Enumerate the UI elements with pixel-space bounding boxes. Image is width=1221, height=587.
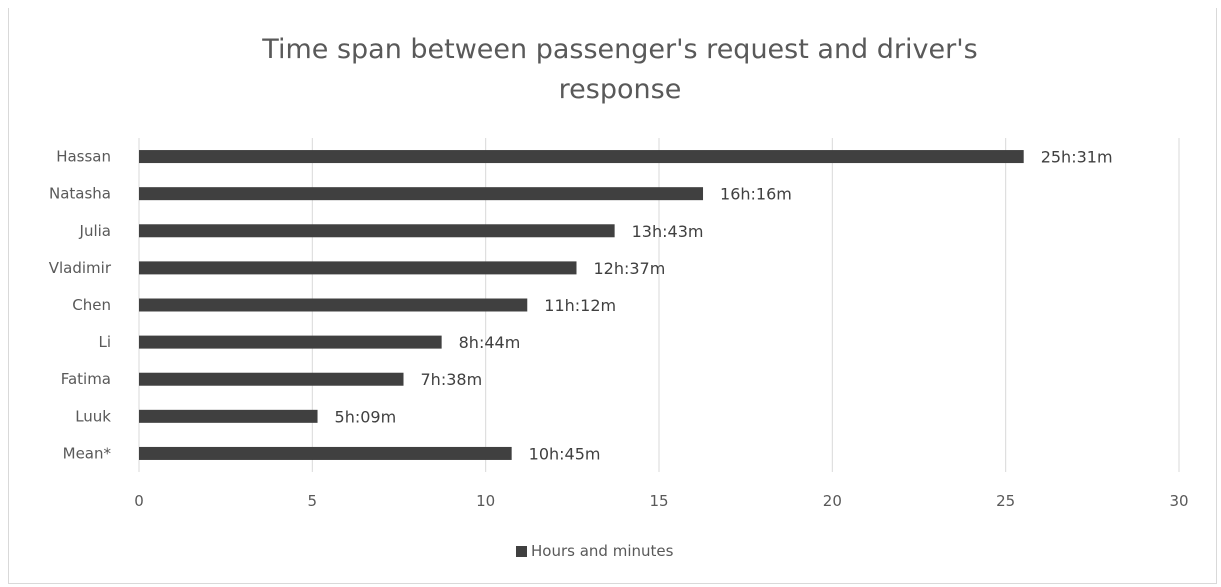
category-label: Julia [79,222,111,240]
bar [139,261,577,275]
legend-swatch [516,545,527,557]
x-tick-label: 10 [476,492,495,510]
legend[interactable]: Hours and minutes [516,542,673,560]
data-label: 13h:43m [632,222,704,241]
x-tick-label: 25 [996,492,1015,510]
data-label: 8h:44m [459,333,521,352]
x-tick-label: 30 [1169,492,1188,510]
chart-area [8,8,1217,584]
bar [139,298,528,312]
category-label: Hassan [56,148,111,166]
chart-title: Time span between passenger's request an… [150,30,1090,110]
data-label: 10h:45m [529,444,601,463]
x-tick-label: 5 [308,492,318,510]
bar [139,187,704,201]
x-tick-label: 20 [823,492,842,510]
data-label: 16h:16m [720,185,792,204]
chart-title-line-1: Time span between passenger's request an… [262,34,978,65]
chart-title-line-2: response [558,74,682,105]
data-label: 11h:12m [544,296,616,315]
data-label: 25h:31m [1041,148,1113,167]
x-tick-label: 0 [134,492,144,510]
category-label: Luuk [75,407,111,425]
bar [139,224,615,238]
category-label: Vladimir [49,259,112,277]
data-label: 7h:38m [421,370,483,389]
data-label: 5h:09m [335,407,397,426]
category-label: Natasha [49,185,111,203]
category-label: Chen [72,296,111,314]
bar [139,446,512,460]
category-label: Fatima [61,370,111,388]
data-label: 12h:37m [593,259,665,278]
bar [139,372,404,386]
bar [139,335,442,349]
legend-label: Hours and minutes [531,542,674,560]
x-tick-label: 15 [649,492,668,510]
bar [139,150,1024,164]
category-label: Li [98,333,111,351]
category-label: Mean* [63,444,112,462]
bar [139,409,318,423]
